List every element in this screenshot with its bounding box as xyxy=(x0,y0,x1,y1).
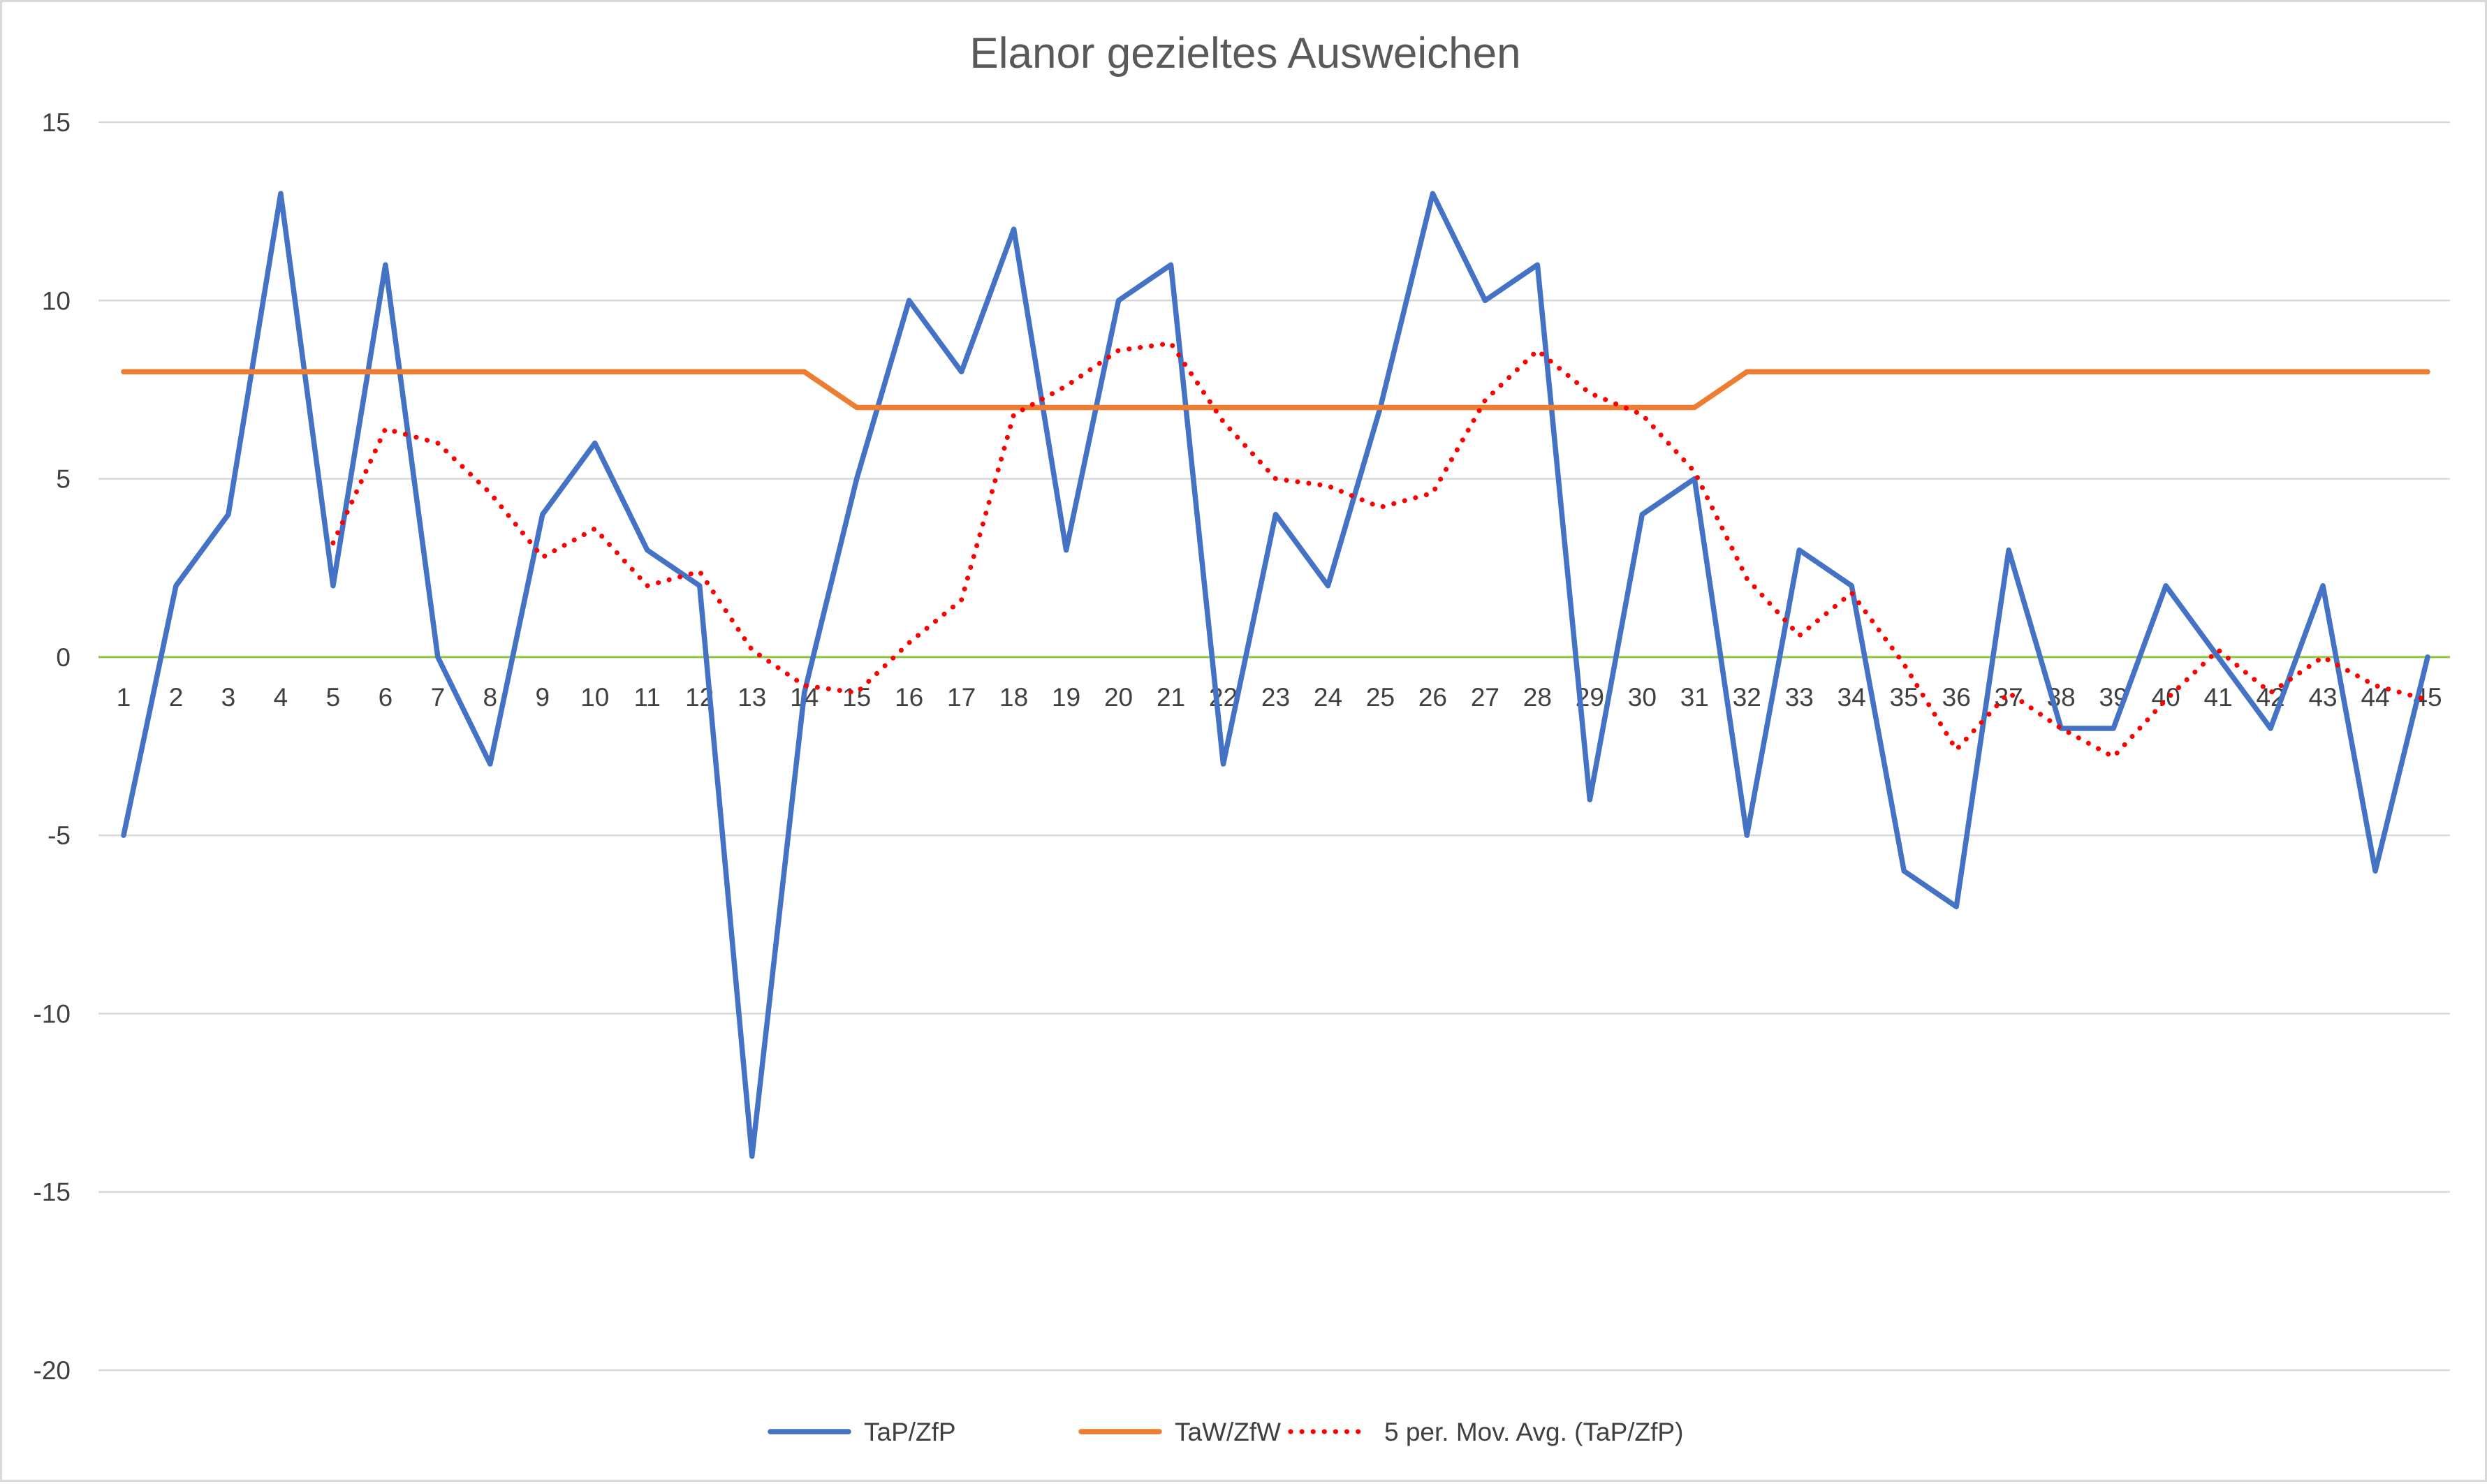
x-tick-label: 25 xyxy=(1366,683,1395,712)
x-tick-label: 11 xyxy=(634,683,661,712)
x-tick-label: 13 xyxy=(738,683,766,712)
x-tick-label: 9 xyxy=(536,683,550,712)
series-group xyxy=(124,372,2428,407)
y-tick-label: 5 xyxy=(56,465,71,494)
x-tick-label: 33 xyxy=(1785,683,1814,712)
legend: TaP/ZfP TaW/ZfW 5 per. Mov. Avg. (TaP/ZfP) xyxy=(770,1418,1683,1446)
x-tick-label: 37 xyxy=(1995,683,2023,712)
x-tick-label: 24 xyxy=(1314,683,1342,712)
x-tick-label: 34 xyxy=(1837,683,1866,712)
x-tick-label: 15 xyxy=(842,683,871,712)
series-group xyxy=(124,193,2428,1156)
y-tick-label: -20 xyxy=(34,1356,71,1385)
x-tick-label: 20 xyxy=(1104,683,1133,712)
x-tick-label: 6 xyxy=(379,683,393,712)
x-tick-label: 23 xyxy=(1261,683,1290,712)
legend-label: TaW/ZfW xyxy=(1175,1418,1281,1446)
x-tick-label: 27 xyxy=(1471,683,1499,712)
x-tick-label: 36 xyxy=(1942,683,1971,712)
legend-label: TaP/ZfP xyxy=(864,1418,956,1446)
chart-title: Elanor gezieltes Ausweichen xyxy=(969,29,1520,78)
x-tick-label: 8 xyxy=(483,683,498,712)
x-tick-label: 35 xyxy=(1890,683,1919,712)
gridlines xyxy=(98,122,2450,1370)
x-tick-label: 7 xyxy=(431,683,446,712)
y-tick-label: 0 xyxy=(56,643,71,672)
x-tick-label: 26 xyxy=(1418,683,1447,712)
x-tick-label: 17 xyxy=(947,683,976,712)
x-tick-label: 4 xyxy=(274,683,288,712)
x-tick-label: 5 xyxy=(326,683,341,712)
x-tick-label: 3 xyxy=(221,683,236,712)
x-tick-label: 2 xyxy=(169,683,184,712)
y-tick-label: 10 xyxy=(42,286,71,315)
x-tick-label: 30 xyxy=(1628,683,1657,712)
series-line xyxy=(124,193,2428,1156)
x-tick-label: 18 xyxy=(999,683,1028,712)
x-tick-label: 40 xyxy=(2152,683,2180,712)
x-tick-label: 1 xyxy=(117,683,131,712)
x-tick-label: 19 xyxy=(1052,683,1080,712)
y-tick-label: -15 xyxy=(34,1178,71,1207)
y-tick-label: -10 xyxy=(34,999,71,1028)
x-tick-label: 28 xyxy=(1523,683,1552,712)
x-tick-label: 21 xyxy=(1157,683,1185,712)
x-tick-label: 16 xyxy=(895,683,923,712)
y-axis: 15 10 5 0 -5 -10 -15 -20 xyxy=(34,108,71,1385)
y-tick-label: -5 xyxy=(47,821,71,850)
series-line xyxy=(124,372,2428,407)
legend-label: 5 per. Mov. Avg. (TaP/ZfP) xyxy=(1384,1418,1683,1446)
x-tick-label: 41 xyxy=(2204,683,2233,712)
x-tick-label: 10 xyxy=(580,683,609,712)
x-tick-label: 31 xyxy=(1680,683,1709,712)
x-tick-label: 43 xyxy=(2308,683,2337,712)
x-tick-label: 32 xyxy=(1733,683,1761,712)
y-tick-label: 15 xyxy=(42,108,71,137)
series-lines xyxy=(124,193,2428,1156)
